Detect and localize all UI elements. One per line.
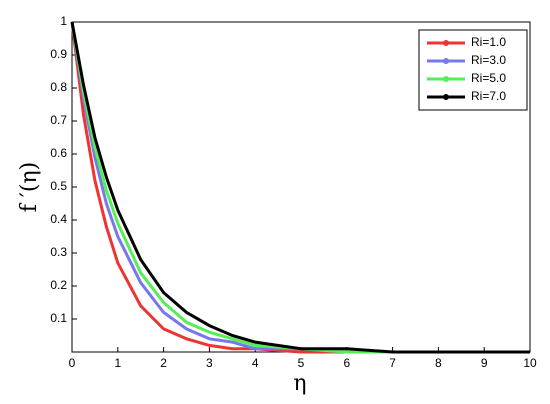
x-tick-label: 0 [69, 356, 76, 370]
y-tick-label: 1 [60, 14, 67, 28]
y-tick-label: 0.9 [50, 47, 67, 61]
x-axis-title: η [293, 371, 306, 396]
y-tick-label: 0.4 [50, 212, 67, 226]
y-tick-label: 0.7 [50, 113, 67, 127]
legend-label: Ri=7.0 [471, 89, 506, 103]
legend-label: Ri=5.0 [471, 71, 506, 85]
y-tick-label: 0.3 [50, 245, 67, 259]
x-tick-label: 3 [206, 356, 213, 370]
x-tick-label: 10 [523, 356, 537, 370]
y-axis-title: f ′(η) [17, 162, 42, 212]
y-tick-label: 0.1 [50, 311, 67, 325]
legend-marker [443, 94, 449, 100]
x-tick-label: 4 [252, 356, 259, 370]
x-tick-label: 5 [298, 356, 305, 370]
x-tick-label: 8 [435, 356, 442, 370]
y-tick-label: 0.2 [50, 278, 67, 292]
legend-marker [443, 40, 449, 46]
x-tick-label: 6 [343, 356, 350, 370]
x-tick-label: 7 [389, 356, 396, 370]
x-tick-label: 9 [481, 356, 488, 370]
y-tick-label: 0.5 [50, 179, 67, 193]
legend-marker [443, 76, 449, 82]
y-tick-label: 0.8 [50, 80, 67, 94]
legend-marker [443, 58, 449, 64]
x-tick-label: 2 [160, 356, 167, 370]
series-line [70, 21, 530, 354]
legend-label: Ri=3.0 [471, 53, 506, 67]
x-tick-label: 1 [114, 356, 121, 370]
y-tick-label: 0.6 [50, 146, 67, 160]
legend-label: Ri=1.0 [471, 35, 506, 49]
